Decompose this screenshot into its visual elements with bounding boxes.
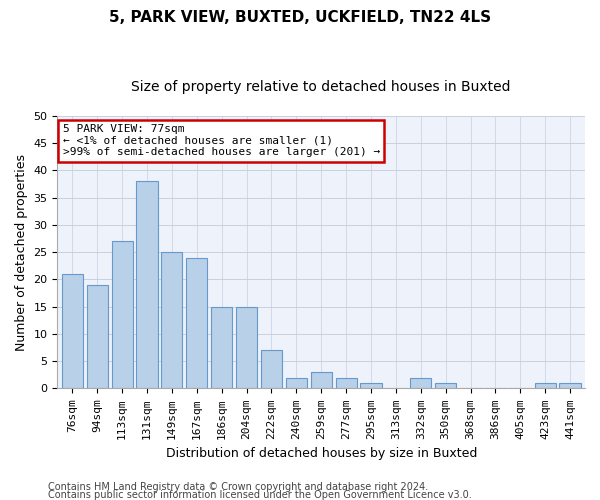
- Bar: [86, 285, 108, 389]
- Bar: [311, 372, 332, 388]
- Bar: [211, 306, 232, 388]
- X-axis label: Distribution of detached houses by size in Buxted: Distribution of detached houses by size …: [166, 447, 477, 460]
- Bar: [112, 242, 133, 388]
- Bar: [261, 350, 282, 389]
- Bar: [335, 378, 356, 388]
- Text: 5 PARK VIEW: 77sqm
← <1% of detached houses are smaller (1)
>99% of semi-detache: 5 PARK VIEW: 77sqm ← <1% of detached hou…: [62, 124, 380, 158]
- Bar: [62, 274, 83, 388]
- Bar: [535, 383, 556, 388]
- Bar: [136, 182, 158, 388]
- Bar: [435, 383, 456, 388]
- Bar: [236, 306, 257, 388]
- Bar: [410, 378, 431, 388]
- Y-axis label: Number of detached properties: Number of detached properties: [15, 154, 28, 350]
- Text: Contains HM Land Registry data © Crown copyright and database right 2024.: Contains HM Land Registry data © Crown c…: [48, 482, 428, 492]
- Bar: [161, 252, 182, 388]
- Text: Contains public sector information licensed under the Open Government Licence v3: Contains public sector information licen…: [48, 490, 472, 500]
- Bar: [286, 378, 307, 388]
- Bar: [361, 383, 382, 388]
- Title: Size of property relative to detached houses in Buxted: Size of property relative to detached ho…: [131, 80, 511, 94]
- Bar: [186, 258, 208, 388]
- Bar: [559, 383, 581, 388]
- Text: 5, PARK VIEW, BUXTED, UCKFIELD, TN22 4LS: 5, PARK VIEW, BUXTED, UCKFIELD, TN22 4LS: [109, 10, 491, 25]
